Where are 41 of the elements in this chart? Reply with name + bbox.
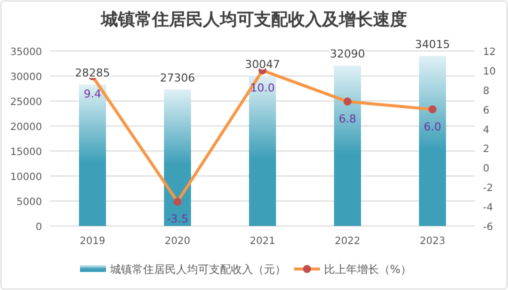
y2-tick-label: 10 [483,66,496,78]
data-label: 30047 [245,58,280,71]
y-tick-label: 15000 [10,147,42,158]
data-label: 27306 [160,71,195,84]
bar [164,89,191,226]
chart-title: 城镇常住居民人均可支配收入及增长速度 [100,10,407,30]
data-label: 6.0 [424,120,442,134]
data-label: -3.5 [166,212,188,226]
x-tick-label: 2019 [80,236,106,247]
y2-tick-label: 8 [483,86,490,97]
bar [249,76,276,226]
y-tick-label: 10000 [10,172,42,183]
y2-tick-label: 12 [483,47,496,58]
y-tick-label: 5000 [16,197,42,208]
x-tick-label: 2021 [250,236,276,247]
x-tick-label: 2020 [164,236,190,247]
data-label: 6.8 [338,112,356,126]
bar [419,56,446,226]
legend-label: 比上年增长（%） [324,263,412,276]
y-tick-label: 25000 [10,97,42,108]
y2-tick-label: -6 [483,222,493,233]
y-tick-label: 20000 [10,122,42,133]
data-label: 32090 [330,48,365,61]
y2-tick-label: 6 [483,105,490,116]
legend-label: 城镇常住居民人均可支配收入（元） [109,263,286,276]
y2-tick-label: 0 [483,164,490,175]
y2-tick-label: 4 [483,124,490,136]
data-label: 28285 [75,66,110,80]
y2-tick-label: -4 [483,202,493,214]
bar [79,84,106,226]
y2-tick-label: 2 [483,144,490,156]
y-tick-label: 0 [36,222,42,233]
y2-tick-label: -2 [483,183,493,194]
x-tick-label: 2023 [420,236,446,247]
bar [334,66,361,226]
data-label: 34015 [415,38,450,51]
x-tick-label: 2022 [334,236,360,247]
y-tick-label: 30000 [10,72,42,83]
y-tick-label: 35000 [10,47,42,58]
data-label: 9.4 [84,87,102,100]
data-label: 10.0 [250,81,275,94]
